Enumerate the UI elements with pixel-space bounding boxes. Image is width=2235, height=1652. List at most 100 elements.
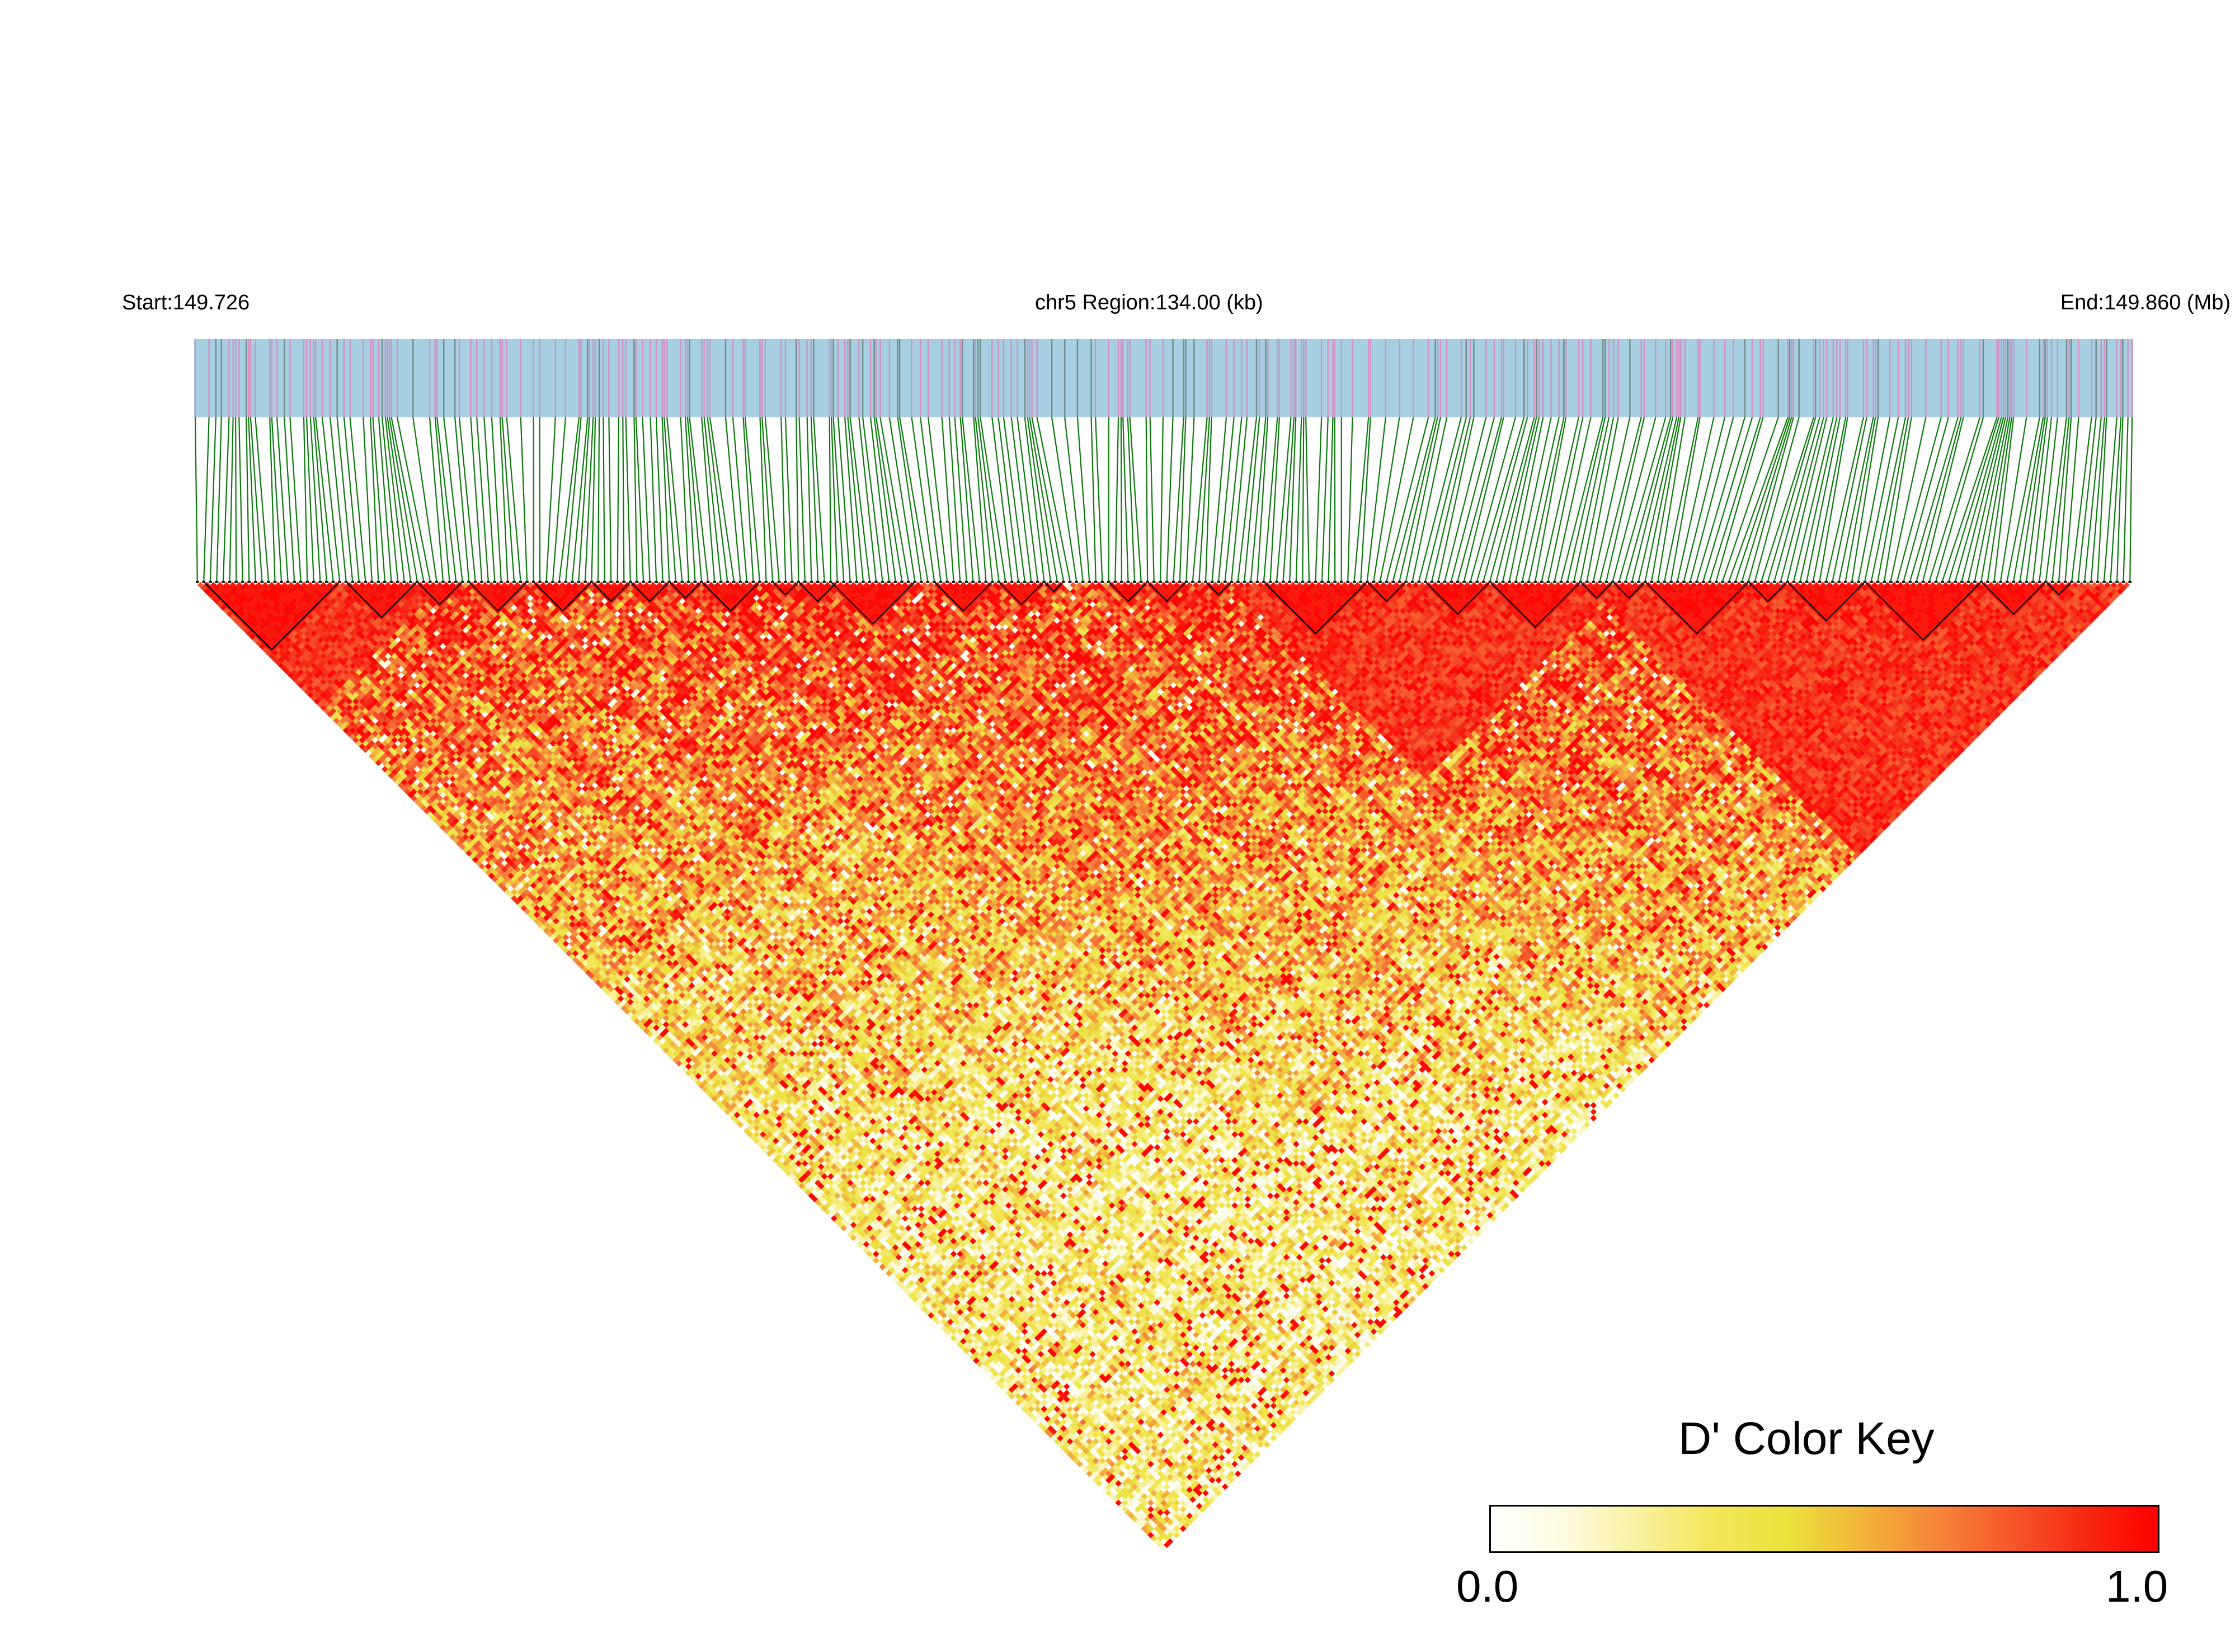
ld-block-outline	[1612, 581, 1646, 599]
marker-tick	[1152, 581, 1156, 583]
snp-connector	[873, 417, 896, 581]
snp-connector	[1405, 417, 1441, 581]
ld-block-outline	[1580, 581, 1613, 599]
snp-connector	[625, 417, 631, 581]
marker-tick	[486, 581, 490, 583]
marker-tick	[2018, 581, 2022, 583]
marker-tick	[1372, 581, 1376, 583]
marker-tick	[990, 581, 994, 583]
snp-connector	[1129, 417, 1142, 581]
marker-tick	[208, 581, 212, 583]
marker-tick	[900, 581, 904, 583]
marker-tick	[1488, 581, 1492, 583]
ld-block-outline	[1748, 581, 1788, 603]
marker-tick	[344, 581, 348, 583]
snp-connector	[661, 417, 670, 581]
marker-tick	[1378, 581, 1382, 583]
marker-tick	[331, 581, 335, 583]
marker-tick	[919, 581, 923, 583]
marker-tick	[1883, 581, 1886, 583]
snp-connector	[1735, 417, 1791, 581]
snp-connector	[1424, 417, 1467, 581]
snp-connector	[1580, 417, 1615, 581]
snp-connector	[941, 417, 954, 581]
marker-tick	[1191, 581, 1194, 583]
snp-connector	[412, 417, 437, 581]
marker-tick	[2115, 581, 2119, 583]
snp-connector	[899, 417, 929, 581]
marker-tick	[1805, 581, 1809, 583]
snp-connector	[1185, 417, 1195, 581]
marker-tick	[868, 581, 872, 583]
marker-tick	[1605, 581, 1608, 583]
marker-tick	[286, 581, 290, 583]
marker-tick	[370, 581, 374, 583]
marker-tick	[493, 581, 497, 583]
marker-tick	[1514, 581, 1518, 583]
snp-connector	[1444, 417, 1487, 581]
marker-tick	[2076, 581, 2080, 583]
snp-connector	[962, 417, 980, 581]
snp-connector	[1064, 417, 1084, 581]
snp-connector	[1884, 417, 1912, 581]
snp-connector	[2116, 417, 2124, 581]
marker-tick	[1482, 581, 1485, 583]
marker-tick	[635, 581, 639, 583]
marker-tick	[2090, 581, 2093, 583]
marker-tick	[234, 581, 238, 583]
snp-connector	[813, 417, 825, 581]
ld-block-outline	[1205, 581, 1232, 596]
marker-tick	[1799, 581, 1802, 583]
snp-connector	[443, 417, 463, 581]
marker-tick	[655, 581, 658, 583]
marker-tick	[1275, 581, 1279, 583]
marker-tick	[1417, 581, 1421, 583]
marker-tick	[667, 581, 671, 583]
snp-connector	[742, 417, 754, 581]
marker-tick	[1062, 581, 1065, 583]
snp-connector	[1192, 417, 1208, 581]
snp-connector	[246, 417, 250, 581]
snp-connector	[707, 417, 728, 581]
snp-connector	[991, 417, 1013, 581]
marker-tick	[247, 581, 251, 583]
snp-connector	[911, 417, 935, 581]
marker-tick	[751, 581, 755, 583]
marker-tick	[1630, 581, 1634, 583]
marker-tick	[1184, 581, 1188, 583]
snp-connector	[796, 417, 799, 581]
marker-tick	[1398, 581, 1401, 583]
marker-tick	[2012, 581, 2016, 583]
snp-connector	[1631, 417, 1674, 581]
snp-connector	[381, 417, 399, 581]
snp-connector	[250, 417, 263, 581]
snp-connector	[977, 417, 1000, 581]
snp-connector	[603, 417, 605, 581]
ld-block-outline	[2045, 581, 2073, 596]
marker-tick	[1236, 581, 1240, 583]
marker-tick	[544, 581, 548, 583]
snp-connector	[635, 417, 644, 581]
snp-connector	[928, 417, 948, 581]
marker-tick	[222, 581, 225, 583]
snp-connector	[1825, 417, 1865, 581]
snp-connector	[501, 417, 515, 581]
marker-tick	[926, 581, 930, 583]
snp-connector	[1302, 417, 1305, 581]
marker-tick	[777, 581, 781, 583]
marker-tick	[1747, 581, 1751, 583]
snp-connector	[396, 417, 431, 581]
marker-tick	[1210, 581, 1214, 583]
marker-tick	[1430, 581, 1434, 583]
marker-tick	[1017, 581, 1020, 583]
snp-connector	[1114, 417, 1119, 581]
snp-connector	[761, 417, 774, 581]
snp-connector	[1871, 417, 1907, 581]
snp-connector	[879, 417, 909, 581]
marker-tick	[603, 581, 606, 583]
marker-tick	[784, 581, 788, 583]
snp-connector	[832, 417, 845, 581]
snp-connector	[650, 417, 657, 581]
marker-tick	[1572, 581, 1576, 583]
marker-tick	[1178, 581, 1182, 583]
